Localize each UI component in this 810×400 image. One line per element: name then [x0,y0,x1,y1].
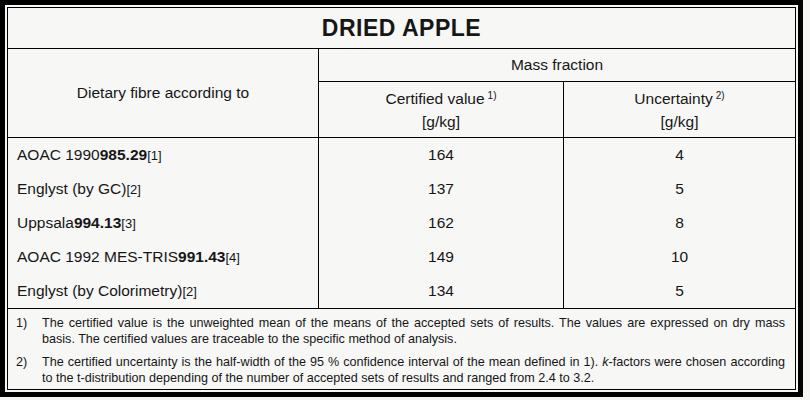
certified-value-cell: 137 [319,172,564,206]
table-row-method: AOAC 1992 MES-TRIS 991.43 [4] [8,240,319,274]
footnote-1-text: The certified value is the unweighted me… [42,315,785,347]
uncertainty-cell: 5 [564,172,795,206]
uncertainty-unit: [g/kg] [661,111,699,132]
uncertainty-label-line: Uncertainty 2) [634,88,724,111]
column-header-certified-value: Certified value1) [g/kg] [319,82,564,138]
uncertainty-cell: 8 [564,206,795,240]
uncertainty-cell: 4 [564,138,795,172]
table-row-method: AOAC 1990 985.29 [1] [8,138,319,172]
certified-value-label-line: Certified value1) [386,88,497,111]
method-name: Englyst (by Colorimetry) [17,282,182,300]
uncertainty-label: Uncertainty [634,90,712,107]
certified-value-unit: [g/kg] [422,111,460,132]
certificate-table: DRIED APPLE Dietary fibre according to M… [7,7,796,390]
method-name: Englyst (by GC) [17,180,126,198]
method-number: 985.29 [100,146,147,164]
column-header-dietary-fibre: Dietary fibre according to [8,49,319,138]
method-reference: [4] [226,250,240,265]
method-name: Uppsala [17,214,74,232]
method-reference: [1] [147,148,161,163]
uncertainty-cell: 10 [564,240,795,274]
footnote-2-text-start: The certified uncertainty is the half-wi… [42,355,602,369]
method-reference: [2] [182,284,196,299]
method-name: AOAC 1992 MES-TRIS [17,248,178,266]
footnote-2: 2) The certified uncertainty is the half… [16,354,785,386]
method-reference: [2] [126,182,140,197]
table-row-method: Uppsala 994.13 [3] [8,206,319,240]
method-reference: [3] [121,216,135,231]
certified-value-cell: 149 [319,240,564,274]
footnote-2-label: 2) [16,354,42,386]
uncertainty-footnote-ref: 2) [716,90,725,101]
table-row-method: Englyst (by Colorimetry) [2] [8,274,319,308]
method-number: 991.43 [178,248,225,266]
table-row-method: Englyst (by GC) [2] [8,172,319,206]
footnotes-section: 1) The certified value is the unweighted… [8,308,795,393]
certified-value-footnote-ref: 1) [488,90,497,101]
certified-value-cell: 164 [319,138,564,172]
certified-value-label: Certified value [386,90,485,107]
method-name: AOAC 1990 [17,146,100,164]
group-header-mass-fraction: Mass fraction [319,49,795,82]
document-frame: DRIED APPLE Dietary fibre according to M… [0,0,803,397]
footnote-2-text: The certified uncertainty is the half-wi… [42,354,785,386]
uncertainty-cell: 5 [564,274,795,308]
column-header-uncertainty: Uncertainty 2) [g/kg] [564,82,795,138]
method-number: 994.13 [74,214,121,232]
certified-value-cell: 134 [319,274,564,308]
certified-value-cell: 162 [319,206,564,240]
footnote-1-label: 1) [16,315,42,347]
footnote-1: 1) The certified value is the unweighted… [16,315,785,347]
page-title: DRIED APPLE [8,8,795,49]
